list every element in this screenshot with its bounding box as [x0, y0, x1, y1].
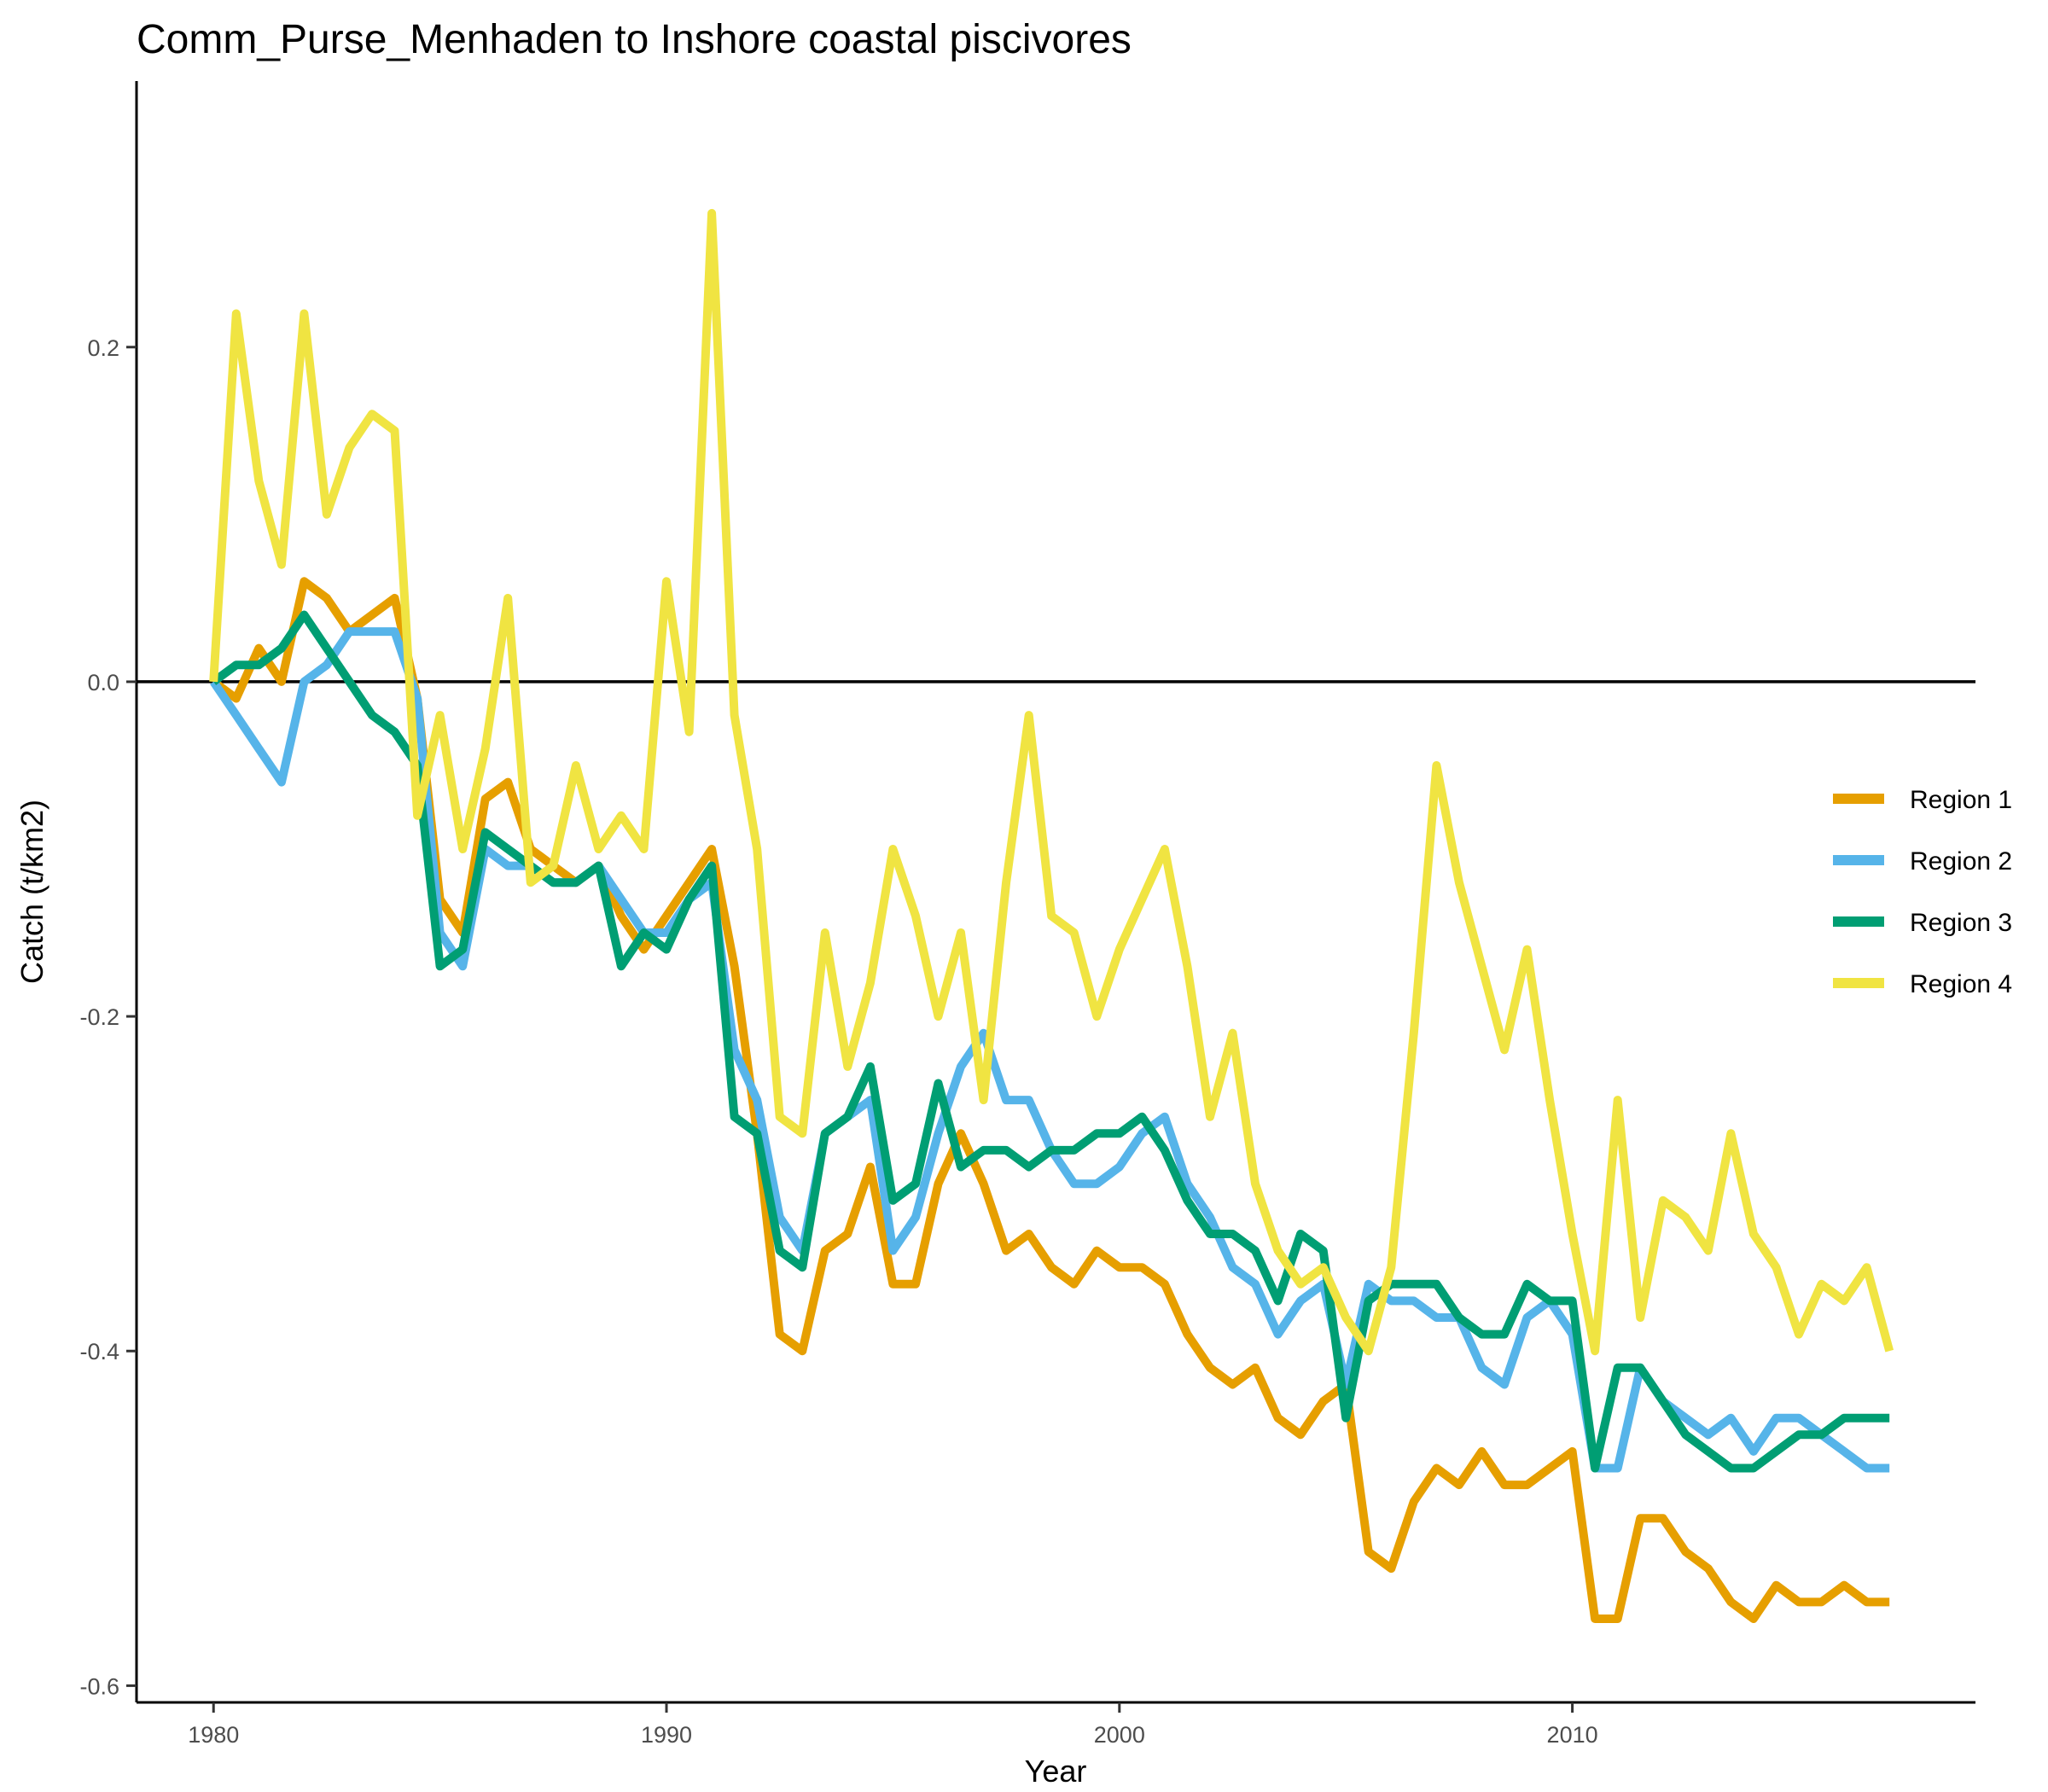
series-line-region-2	[210, 627, 1890, 1473]
y-tick-label: -0.6	[79, 1673, 119, 1699]
y-axis-ticks: -0.6 -0.4 -0.2 0.0 0.2	[79, 335, 137, 1699]
x-axis-title: Year	[1025, 1754, 1087, 1789]
series-line-region-1	[211, 577, 1890, 1623]
series-line-region-3	[211, 610, 1890, 1473]
y-tick-label: 0.0	[87, 670, 119, 695]
y-axis-title: Catch (t/km2)	[15, 800, 49, 984]
series-group	[209, 208, 1894, 1623]
x-tick-label: 1980	[188, 1722, 239, 1748]
x-tick-label: 2000	[1094, 1722, 1145, 1748]
x-tick-label: 1990	[641, 1722, 692, 1748]
x-tick-label: 2010	[1547, 1722, 1598, 1748]
legend-label-region-3: Region 3	[1910, 909, 2012, 937]
plot-area: 1980 1990 2000 2010 -0.6 -0.4 -0.2 0.0 0.2	[79, 81, 1975, 1748]
series-line-region-4	[209, 208, 1894, 1356]
legend: Region 1 Region 2 Region 3 Region 4	[1833, 786, 2012, 998]
legend-label-region-4: Region 4	[1910, 970, 2012, 998]
legend-label-region-2: Region 2	[1910, 847, 2012, 876]
legend-label-region-1: Region 1	[1910, 786, 2012, 814]
x-axis-ticks: 1980 1990 2000 2010	[188, 1702, 1598, 1748]
chart-title: Comm_Purse_Menhaden to Inshore coastal p…	[137, 17, 1132, 62]
y-tick-label: 0.2	[87, 335, 119, 361]
y-tick-label: -0.4	[79, 1339, 119, 1364]
y-tick-label: -0.2	[79, 1004, 119, 1030]
